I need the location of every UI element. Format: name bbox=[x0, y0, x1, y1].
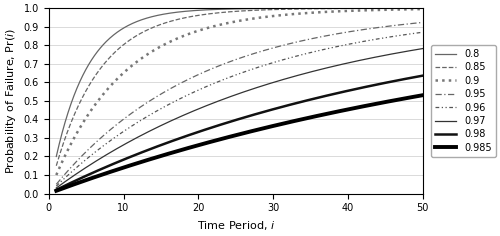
Y-axis label: Probability of Failure, Pr($i$): Probability of Failure, Pr($i$) bbox=[4, 28, 18, 174]
0.96 bbox=[54, 185, 60, 188]
0.85 bbox=[230, 10, 235, 13]
Line: 0.985: 0.985 bbox=[56, 95, 422, 191]
0.95 bbox=[252, 52, 258, 55]
0.97 bbox=[410, 49, 416, 51]
0.9 bbox=[252, 17, 258, 20]
0.96 bbox=[230, 75, 235, 78]
0.985 bbox=[230, 135, 235, 138]
0.97 bbox=[227, 95, 233, 98]
0.985 bbox=[54, 189, 60, 192]
0.9 bbox=[410, 8, 416, 11]
0.98 bbox=[230, 120, 235, 122]
0.8 bbox=[272, 7, 278, 10]
0.85 bbox=[252, 9, 258, 12]
0.85 bbox=[54, 164, 60, 167]
0.98 bbox=[410, 76, 416, 79]
0.8 bbox=[227, 8, 233, 10]
0.98 bbox=[227, 120, 233, 123]
Line: 0.9: 0.9 bbox=[56, 9, 422, 175]
Line: 0.8: 0.8 bbox=[56, 8, 422, 156]
0.8 bbox=[252, 7, 258, 10]
0.985 bbox=[420, 94, 426, 97]
0.985 bbox=[272, 124, 278, 127]
0.95 bbox=[420, 21, 426, 24]
0.9 bbox=[272, 14, 278, 17]
0.97 bbox=[54, 187, 60, 190]
0.985 bbox=[227, 135, 233, 138]
0.96 bbox=[410, 32, 416, 35]
0.985 bbox=[410, 95, 416, 98]
0.95 bbox=[227, 60, 233, 63]
0.98 bbox=[272, 108, 278, 110]
0.97 bbox=[420, 47, 426, 50]
Line: 0.95: 0.95 bbox=[56, 22, 422, 184]
0.98 bbox=[420, 74, 426, 77]
Line: 0.97: 0.97 bbox=[56, 49, 422, 188]
0.95 bbox=[354, 29, 360, 32]
0.97 bbox=[230, 94, 235, 97]
Line: 0.85: 0.85 bbox=[56, 8, 422, 166]
0.95 bbox=[230, 59, 235, 62]
0.9 bbox=[54, 174, 60, 177]
0.98 bbox=[354, 88, 360, 90]
0.85 bbox=[420, 7, 426, 10]
0.95 bbox=[54, 183, 60, 186]
0.98 bbox=[252, 113, 258, 116]
0.85 bbox=[272, 8, 278, 11]
0.985 bbox=[252, 129, 258, 132]
0.96 bbox=[252, 67, 258, 70]
0.85 bbox=[410, 7, 416, 10]
0.9 bbox=[227, 21, 233, 24]
0.95 bbox=[272, 46, 278, 49]
0.9 bbox=[230, 21, 235, 24]
0.8 bbox=[230, 8, 235, 10]
0.8 bbox=[54, 155, 60, 158]
0.97 bbox=[354, 60, 360, 63]
0.8 bbox=[410, 7, 416, 10]
0.97 bbox=[272, 81, 278, 84]
0.8 bbox=[354, 7, 360, 10]
0.9 bbox=[354, 9, 360, 12]
0.96 bbox=[272, 61, 278, 64]
0.85 bbox=[227, 10, 233, 13]
0.98 bbox=[54, 188, 60, 191]
0.985 bbox=[354, 106, 360, 109]
Line: 0.96: 0.96 bbox=[56, 32, 422, 186]
0.95 bbox=[410, 22, 416, 25]
0.8 bbox=[420, 7, 426, 10]
0.96 bbox=[420, 31, 426, 34]
0.9 bbox=[420, 8, 426, 11]
Line: 0.98: 0.98 bbox=[56, 76, 422, 190]
0.85 bbox=[354, 7, 360, 10]
0.96 bbox=[354, 41, 360, 44]
0.96 bbox=[227, 76, 233, 78]
Legend: 0.8, 0.85, 0.9, 0.95, 0.96, 0.97, 0.98, 0.985: 0.8, 0.85, 0.9, 0.95, 0.96, 0.97, 0.98, … bbox=[431, 45, 496, 157]
X-axis label: Time Period, $i$: Time Period, $i$ bbox=[196, 219, 275, 232]
0.97 bbox=[252, 87, 258, 90]
